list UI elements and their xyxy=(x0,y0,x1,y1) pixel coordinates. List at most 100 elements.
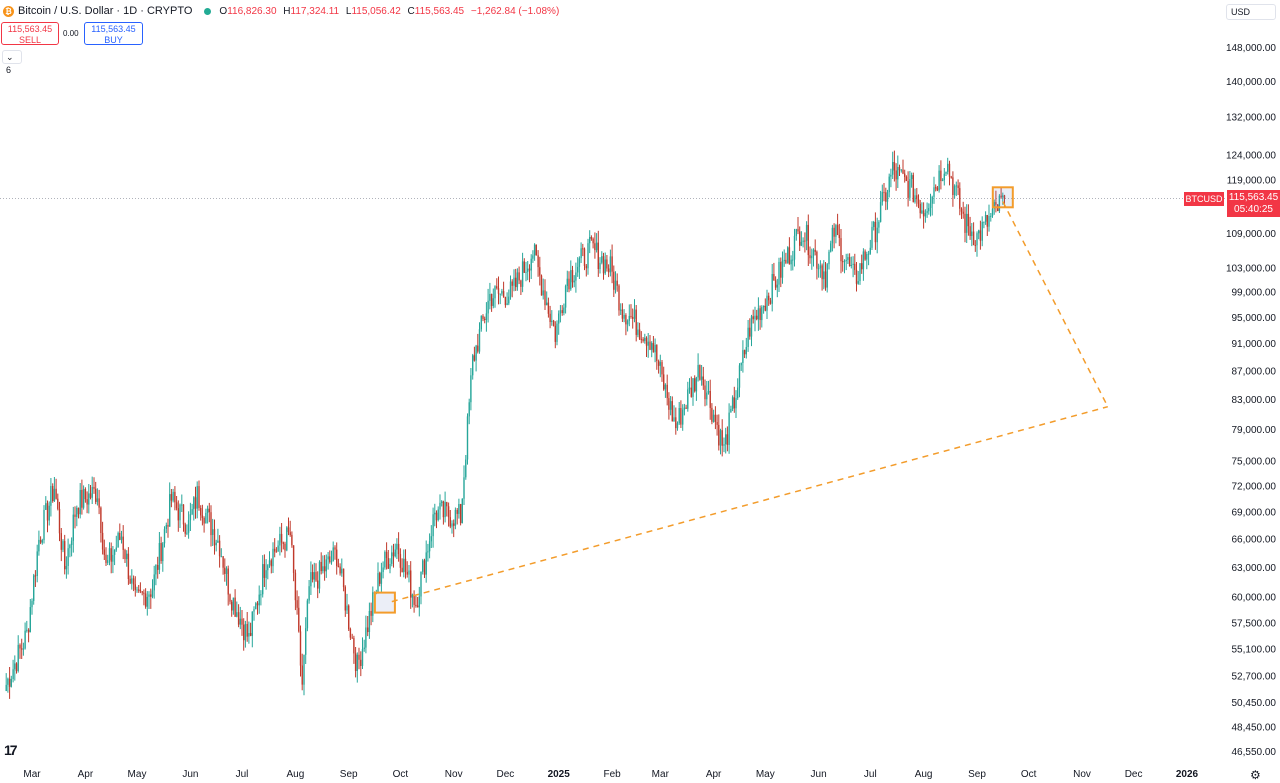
candle-body xyxy=(897,167,899,180)
sell-button[interactable]: 115,563.45 SELL xyxy=(1,22,59,45)
candle-body xyxy=(420,571,422,597)
candle-body xyxy=(143,592,145,594)
candle-body xyxy=(5,684,7,691)
candle-body xyxy=(45,503,47,510)
time-tick-label: Jun xyxy=(811,769,827,780)
candle-body xyxy=(735,398,737,409)
candle-body xyxy=(477,345,479,352)
price-axis[interactable]: 148,000.00 140,000.00 132,000.00 124,000.00… xyxy=(1226,43,1276,758)
candle-body xyxy=(690,387,692,397)
candle-body xyxy=(676,423,679,429)
candle-body xyxy=(205,512,207,524)
time-tick-label: Sep xyxy=(340,769,358,780)
candle-body xyxy=(170,494,173,501)
currency-button[interactable]: USD xyxy=(1226,4,1276,20)
indicators-toggle-button[interactable]: ⌄ 6 xyxy=(2,50,22,75)
candle-body xyxy=(628,316,630,321)
candle-body xyxy=(287,527,290,533)
candle-body xyxy=(721,430,723,446)
candle-body xyxy=(163,529,166,544)
candle-body xyxy=(773,274,775,281)
buy-button[interactable]: 115,563.45 BUY xyxy=(84,22,143,45)
candle-body xyxy=(762,305,765,308)
candle-body xyxy=(318,561,321,589)
candle-body xyxy=(286,527,288,551)
candle-body xyxy=(430,536,432,542)
candle-body xyxy=(107,560,109,563)
candle-body xyxy=(501,291,503,294)
candle-body xyxy=(716,422,718,425)
symbol-title[interactable]: Bitcoin / U.S. Dollar · 1D · CRYPTO xyxy=(18,5,193,17)
candle-body xyxy=(317,580,319,589)
tradingview-logo-icon[interactable]: 17 xyxy=(4,742,18,758)
candle-body xyxy=(451,523,453,527)
open-value: 116,826.30 xyxy=(227,5,277,17)
candle-body xyxy=(941,180,944,181)
candle-body xyxy=(702,376,704,386)
candle-body xyxy=(573,280,575,283)
candle-body xyxy=(859,263,861,282)
candles-group xyxy=(5,150,1006,699)
candle-body xyxy=(112,554,114,562)
candle-body xyxy=(52,486,54,501)
candle-body xyxy=(103,549,105,555)
highlight-box[interactable] xyxy=(991,186,1014,209)
candle-body xyxy=(626,320,629,325)
candle-body xyxy=(43,509,45,541)
candle-body xyxy=(718,424,720,446)
candle-body xyxy=(852,263,854,265)
candle-body xyxy=(403,558,405,573)
candle-body xyxy=(332,547,334,562)
candle-body xyxy=(463,477,465,499)
time-axis[interactable]: Mar Apr May Jun Jul Aug Sep Oct Nov Dec 2025 Feb Mar… xyxy=(23,769,1198,780)
candle-body xyxy=(392,552,395,557)
candle-body xyxy=(828,251,830,265)
candle-body xyxy=(523,261,525,273)
candle-body xyxy=(795,229,797,236)
time-tick-label: Mar xyxy=(652,769,670,780)
candle-body xyxy=(308,586,310,601)
candle-body xyxy=(46,503,49,521)
candle-body xyxy=(34,575,37,577)
price-tick-label: 46,550.00 xyxy=(1232,747,1277,758)
settings-gear-icon[interactable]: ⚙ xyxy=(1250,768,1261,782)
candle-body xyxy=(234,597,236,617)
candle-body xyxy=(921,210,923,214)
candle-body xyxy=(537,255,539,268)
candle-body xyxy=(442,501,445,518)
candle-body xyxy=(39,539,42,543)
candle-body xyxy=(129,578,131,584)
candle-body xyxy=(595,242,598,251)
drawings-group[interactable] xyxy=(373,186,1109,614)
last-price-value: 115,563.45 xyxy=(1228,192,1279,203)
trend-line[interactable] xyxy=(1002,201,1109,408)
candle-body xyxy=(64,541,66,570)
highlight-box[interactable] xyxy=(373,591,396,614)
candle-body xyxy=(962,211,964,214)
trend-line[interactable] xyxy=(391,405,1108,603)
candle-body xyxy=(979,230,982,241)
candle-body xyxy=(876,227,878,243)
candle-body xyxy=(58,509,61,534)
candle-body xyxy=(907,181,909,198)
candle-body xyxy=(714,414,717,422)
candle-body xyxy=(365,627,367,648)
candle-body xyxy=(21,648,23,650)
candle-body xyxy=(119,533,121,540)
candle-body xyxy=(284,543,286,551)
candle-body xyxy=(315,572,317,581)
candle-body xyxy=(685,407,687,409)
candle-body xyxy=(88,493,90,505)
candle-body xyxy=(206,508,209,513)
candle-body xyxy=(695,377,698,392)
time-tick-label: Apr xyxy=(78,769,94,780)
candle-body xyxy=(93,487,95,489)
candle-body xyxy=(804,240,806,242)
candle-body xyxy=(547,302,550,314)
candle-body xyxy=(936,187,939,191)
candle-body xyxy=(587,243,589,269)
candle-body xyxy=(583,248,586,266)
candle-body xyxy=(990,215,992,217)
candle-body xyxy=(215,542,217,546)
